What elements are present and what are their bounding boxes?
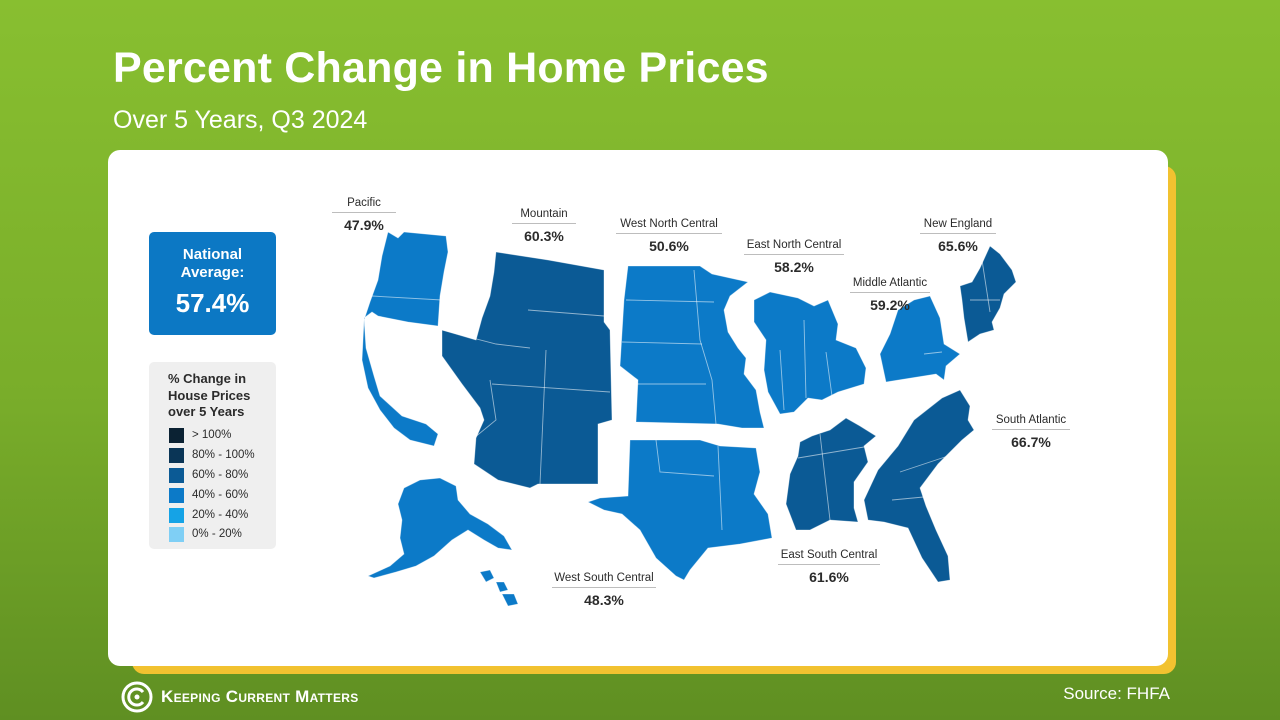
region-name: West South Central: [552, 572, 656, 588]
label-east-south-central: East South Central 61.6%: [778, 549, 880, 585]
legend-item: 40% - 60%: [169, 487, 248, 503]
region-value: 61.6%: [809, 569, 849, 585]
region-value: 48.3%: [584, 592, 624, 608]
legend-swatch: [169, 487, 184, 503]
legend-item: 80% - 100%: [169, 447, 255, 463]
legend: % Change in House Prices over 5 Years > …: [149, 362, 276, 549]
region-name: West North Central: [616, 218, 722, 234]
region-name: South Atlantic: [992, 414, 1070, 430]
legend-item: 0% - 20%: [169, 526, 242, 542]
region-value: 50.6%: [649, 238, 689, 254]
legend-label: 60% - 80%: [192, 469, 249, 481]
legend-swatch: [169, 507, 184, 523]
legend-label: > 100%: [192, 429, 232, 441]
region-pacific-hawaii: [479, 569, 519, 607]
label-new-england: New England 65.6%: [920, 218, 996, 254]
national-average-box: National Average: 57.4%: [149, 232, 276, 335]
region-name: New England: [920, 218, 996, 234]
label-mountain: Mountain 60.3%: [512, 208, 576, 244]
region-name: East South Central: [778, 549, 880, 565]
region-mountain: [441, 251, 613, 489]
brand-name: Keeping Current Matters: [161, 687, 359, 706]
legend-swatch: [169, 427, 184, 443]
region-name: Pacific: [332, 197, 396, 213]
brand-logo[interactable]: Keeping Current Matters: [121, 681, 359, 713]
state-borders: [371, 259, 1000, 531]
region-value: 58.2%: [774, 259, 814, 275]
legend-label: 40% - 60%: [192, 489, 249, 501]
label-west-north-central: West North Central 50.6%: [616, 218, 722, 254]
region-name: Middle Atlantic: [850, 277, 930, 293]
page-subtitle: Over 5 Years, Q3 2024: [113, 106, 368, 134]
legend-swatch: [169, 467, 184, 483]
region-value: 65.6%: [938, 238, 978, 254]
page-title: Percent Change in Home Prices: [113, 44, 769, 92]
legend-swatch: [169, 447, 184, 463]
region-middle-atlantic: [879, 295, 961, 383]
region-east-south-central: [785, 417, 877, 531]
brand-logo-icon: [121, 681, 153, 713]
legend-label: 80% - 100%: [192, 449, 255, 461]
legend-label: 0% - 20%: [192, 528, 242, 540]
legend-swatch: [169, 526, 184, 542]
region-value: 47.9%: [344, 217, 384, 233]
legend-item: 20% - 40%: [169, 507, 248, 523]
region-new-england: [959, 245, 1017, 343]
region-name: East North Central: [744, 239, 844, 255]
label-south-atlantic: South Atlantic 66.7%: [992, 414, 1070, 450]
label-middle-atlantic: Middle Atlantic 59.2%: [850, 277, 930, 313]
region-value: 60.3%: [524, 228, 564, 244]
region-south-atlantic: [863, 389, 975, 583]
legend-label: 20% - 40%: [192, 509, 249, 521]
region-pacific: [361, 231, 449, 447]
region-west-south-central: [586, 439, 773, 581]
region-west-north-central: [619, 265, 765, 429]
legend-title: % Change in House Prices over 5 Years: [168, 371, 251, 419]
region-value: 59.2%: [870, 297, 910, 313]
region-name: Mountain: [512, 208, 576, 224]
region-value: 66.7%: [1011, 434, 1051, 450]
national-average-value: 57.4%: [175, 288, 250, 318]
national-average-label: National Average:: [180, 246, 245, 281]
source-note: Source: FHFA: [1063, 684, 1170, 703]
legend-item: > 100%: [169, 427, 231, 443]
label-pacific: Pacific 47.9%: [332, 197, 396, 233]
label-west-south-central: West South Central 48.3%: [552, 572, 656, 608]
label-east-north-central: East North Central 58.2%: [744, 239, 844, 275]
region-pacific-alaska: [366, 477, 513, 579]
legend-item: 60% - 80%: [169, 467, 248, 483]
